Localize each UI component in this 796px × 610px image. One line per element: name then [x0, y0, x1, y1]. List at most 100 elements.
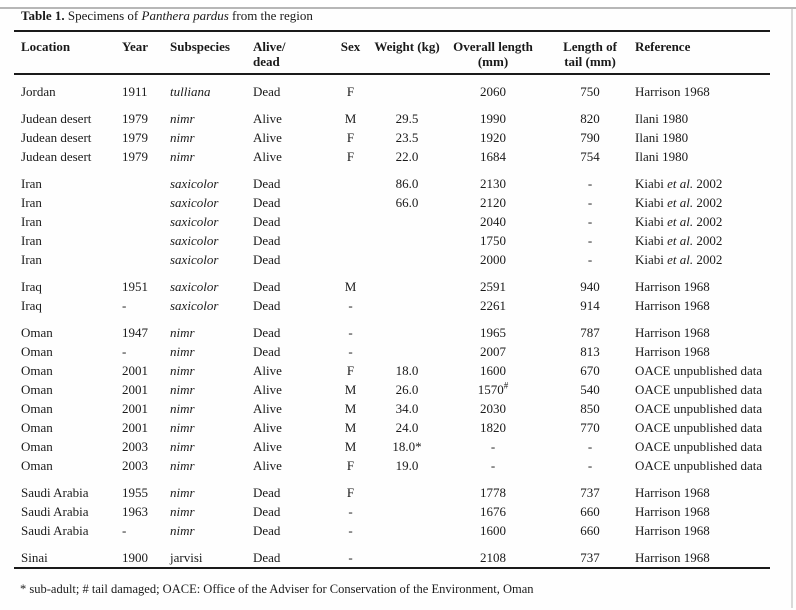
cell-location: Judean desert: [21, 130, 92, 145]
table-row: Iran saxicolor Dead 86.0 2130 - Kiabi et al. 2…: [14, 174, 770, 193]
cell-subspecies: nimr: [170, 437, 253, 456]
cell-weight: 23.5: [395, 130, 419, 145]
cell-weight: [373, 296, 441, 315]
group-gap: [14, 269, 770, 277]
cell-tail: 540: [580, 382, 600, 397]
cell-subspecies: saxicolor: [170, 277, 253, 296]
cell-tail: 660: [580, 523, 600, 538]
table-header-row: Location Year Subspecies Alive/dead Sex Weigh…: [14, 32, 770, 75]
cell-year: 1979: [122, 149, 148, 164]
cell-subspecies: saxicolor: [170, 193, 253, 212]
cell-weight: [373, 521, 441, 540]
cell-sex: [328, 250, 373, 269]
cell-subspecies: nimr: [170, 147, 253, 166]
cell-overall: 2000: [480, 252, 506, 267]
cell-location: Oman: [21, 458, 53, 473]
cell-weight: [373, 483, 441, 502]
cell-location: Iraq: [21, 298, 42, 313]
header-line: Year: [122, 39, 148, 54]
cell-overall: 2130: [480, 176, 506, 191]
caption-text-after: from the region: [228, 8, 313, 23]
table-footnote: * sub-adult; # tail damaged; OACE: Offic…: [20, 582, 534, 596]
header-cell-reference: Reference: [635, 32, 770, 75]
cell-weight: [373, 82, 441, 101]
table-row: Oman 2001 nimr Alive M 34.0 2030 850 OACE unpubl…: [14, 399, 770, 418]
cell-year: [122, 231, 170, 250]
table-caption: Table 1. Specimens of Panthera pardus fr…: [14, 7, 770, 32]
cell-sex: M: [344, 439, 357, 454]
cell-tail: 670: [580, 363, 600, 378]
cell-reference: Kiabi et al. 2002: [635, 176, 723, 191]
cell-sex: M: [344, 382, 357, 397]
cell-sex: F: [346, 485, 355, 500]
cell-location: Oman: [21, 363, 53, 378]
cell-weight: [373, 548, 441, 567]
cell-sex: [328, 212, 373, 231]
cell-reference: Harrison 1968: [635, 84, 710, 99]
cell-subspecies: saxicolor: [170, 212, 253, 231]
cell-location: Iran: [21, 195, 42, 210]
cell-tail: 790: [580, 130, 600, 145]
cell-overall: 1750: [480, 233, 506, 248]
header-line: (mm): [477, 54, 509, 69]
cell-tail: 940: [580, 279, 600, 294]
cell-reference: Ilani 1980: [635, 111, 689, 126]
subspecies-name: jarvisi: [170, 550, 203, 565]
cell-location: Oman: [21, 439, 53, 454]
group-gap: [14, 540, 770, 548]
et-al-italic: et al.: [667, 214, 694, 229]
cell-overall: 1600: [480, 523, 506, 538]
header-cell-alive: Alive/dead: [253, 32, 328, 75]
header-cell-location: Location: [14, 32, 122, 75]
cell-alive: Alive: [253, 111, 282, 126]
cell-overall: 1965: [480, 325, 506, 340]
cell-reference: OACE unpublished data: [635, 458, 763, 473]
subspecies-name: nimr: [170, 523, 195, 538]
cell-tail: -: [587, 233, 593, 248]
subspecies-name: nimr: [170, 149, 195, 164]
cell-location: Judean desert: [21, 111, 92, 126]
cell-alive: Alive: [253, 130, 282, 145]
cell-subspecies: nimr: [170, 323, 253, 342]
group-gap: [14, 315, 770, 323]
scan-edge-top: [0, 7, 796, 9]
cell-weight: [373, 342, 441, 361]
cell-tail: 820: [580, 111, 600, 126]
et-al-italic: et al.: [667, 195, 694, 210]
subspecies-name: nimr: [170, 504, 195, 519]
header-line: Alive/: [253, 39, 286, 54]
cell-weight: 34.0: [395, 401, 419, 416]
cell-location: Saudi Arabia: [21, 504, 89, 519]
cell-tail: -: [587, 458, 593, 473]
cell-sex: -: [348, 344, 353, 359]
subspecies-name: nimr: [170, 344, 195, 359]
table-row: Iran saxicolor Dead 1750 - Kiabi et al. 2002: [14, 231, 770, 250]
cell-sex: M: [344, 279, 357, 294]
cell-subspecies: saxicolor: [170, 296, 253, 315]
cell-reference: Kiabi et al. 2002: [635, 252, 723, 267]
cell-subspecies: nimr: [170, 342, 253, 361]
header-line: Length of: [563, 39, 617, 54]
cell-overall: 1600: [480, 363, 506, 378]
cell-overall: 1778: [480, 485, 506, 500]
table-row: Saudi Arabia 1955 nimr Dead F 1778 737 Harrison…: [14, 483, 770, 502]
cell-location: Iran: [21, 252, 42, 267]
cell-sex: M: [344, 420, 357, 435]
cell-alive: Dead: [253, 214, 281, 229]
cell-location: Sinai: [21, 550, 48, 565]
subspecies-name: nimr: [170, 439, 195, 454]
cell-weight: 26.0: [395, 382, 419, 397]
cell-overall: 2060: [480, 84, 506, 99]
cell-location: Jordan: [21, 84, 56, 99]
subspecies-name: saxicolor: [170, 195, 219, 210]
cell-sex: F: [346, 130, 355, 145]
cell-alive: Dead: [253, 233, 281, 248]
cell-reference: Kiabi et al. 2002: [635, 214, 723, 229]
cell-overall: -: [490, 458, 496, 473]
header-line: Location: [21, 39, 71, 54]
caption-species-name: Panthera pardus: [141, 8, 229, 23]
cell-subspecies: saxicolor: [170, 250, 253, 269]
cell-alive: Dead: [253, 550, 281, 565]
subspecies-name: tulliana: [170, 84, 211, 99]
header-cell-weight: Weight (kg): [373, 32, 441, 75]
